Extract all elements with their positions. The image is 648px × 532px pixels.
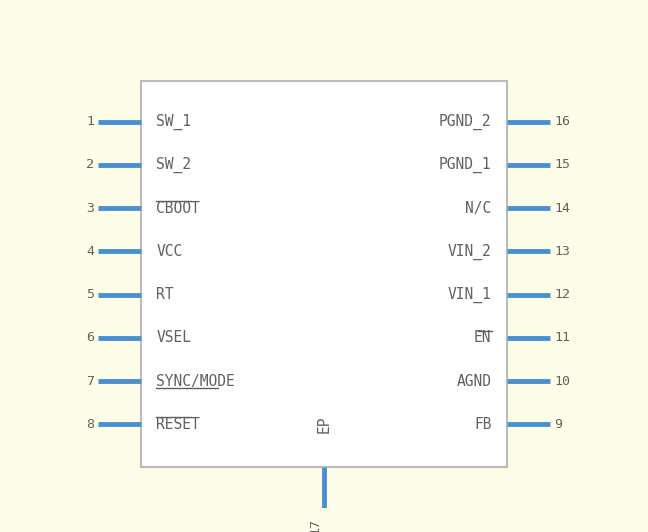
Text: 15: 15 [554, 159, 570, 171]
Text: 1: 1 [86, 115, 94, 128]
Text: 6: 6 [86, 331, 94, 344]
Text: SW_2: SW_2 [156, 157, 191, 173]
Text: 2: 2 [86, 159, 94, 171]
Text: VIN_1: VIN_1 [448, 287, 492, 303]
Text: RT: RT [156, 287, 174, 302]
Text: 10: 10 [554, 375, 570, 388]
Text: 5: 5 [86, 288, 94, 301]
Text: 11: 11 [554, 331, 570, 344]
Text: FB: FB [474, 417, 492, 432]
Text: N/C: N/C [465, 201, 492, 215]
Text: 14: 14 [554, 202, 570, 215]
Text: 16: 16 [554, 115, 570, 128]
Text: AGND: AGND [457, 373, 492, 388]
Text: 4: 4 [86, 245, 94, 258]
Text: EP: EP [316, 415, 332, 433]
Text: RESET: RESET [156, 417, 200, 432]
Bar [141, 81, 507, 467]
Text: VIN_2: VIN_2 [448, 243, 492, 260]
Text: VCC: VCC [156, 244, 183, 259]
Text: 13: 13 [554, 245, 570, 258]
Text: 8: 8 [86, 418, 94, 431]
Text: EN: EN [474, 330, 492, 345]
Text: PGND_2: PGND_2 [439, 114, 492, 130]
Text: 9: 9 [554, 418, 562, 431]
Text: 3: 3 [86, 202, 94, 215]
Text: CBOOT: CBOOT [156, 201, 200, 215]
Text: SW_1: SW_1 [156, 114, 191, 130]
Text: PGND_1: PGND_1 [439, 157, 492, 173]
Text: 7: 7 [86, 375, 94, 388]
Text: VSEL: VSEL [156, 330, 191, 345]
Text: SYNC/MODE: SYNC/MODE [156, 373, 235, 388]
Text: 17: 17 [308, 518, 321, 532]
Text: 12: 12 [554, 288, 570, 301]
